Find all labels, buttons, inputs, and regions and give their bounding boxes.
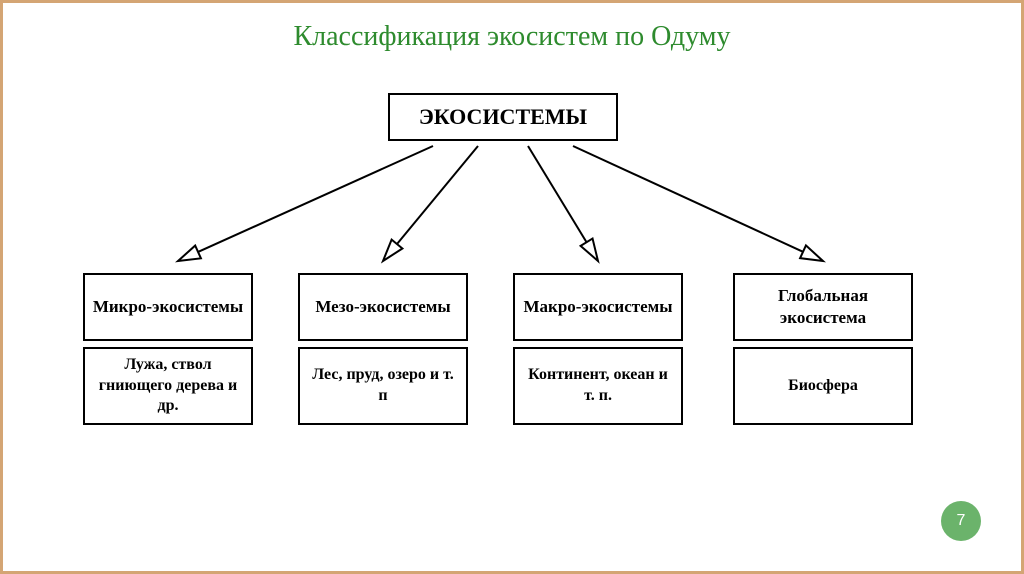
- diagram: ЭКОСИСТЕМЫ Микро-экосистемы Лужа, ствол …: [83, 93, 943, 473]
- page-title: Классификация экосистем по Одуму: [3, 3, 1021, 53]
- child-label: Мезо-экосистемы: [298, 273, 468, 341]
- child-node-macro: Макро-экосистемы Континент, океан и т. п…: [513, 273, 683, 425]
- page-number-badge: 7: [941, 501, 981, 541]
- root-label: ЭКОСИСТЕМЫ: [419, 104, 587, 130]
- child-label: Микро-экосистемы: [83, 273, 253, 341]
- child-label: Макро-экосистемы: [513, 273, 683, 341]
- arrows-layer: [83, 141, 943, 276]
- child-label: Глобальная экосистема: [733, 273, 913, 341]
- child-example: Континент, океан и т. п.: [513, 347, 683, 425]
- child-example: Биосфера: [733, 347, 913, 425]
- child-node-meso: Мезо-экосистемы Лес, пруд, озеро и т. п: [298, 273, 468, 425]
- child-example: Лужа, ствол гниющего дерева и др.: [83, 347, 253, 425]
- child-node-micro: Микро-экосистемы Лужа, ствол гниющего де…: [83, 273, 253, 425]
- root-node: ЭКОСИСТЕМЫ: [388, 93, 618, 141]
- child-example: Лес, пруд, озеро и т. п: [298, 347, 468, 425]
- child-node-global: Глобальная экосистема Биосфера: [733, 273, 913, 425]
- page-number: 7: [957, 512, 966, 530]
